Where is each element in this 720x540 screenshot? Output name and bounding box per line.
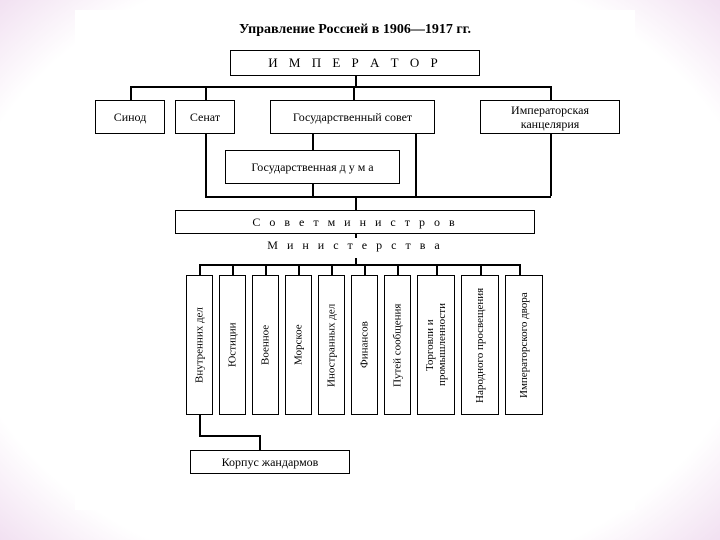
- connector: [353, 86, 355, 100]
- ministry-justice: Юстиции: [219, 275, 246, 415]
- connector: [436, 264, 438, 275]
- connector: [199, 264, 201, 275]
- connector: [415, 134, 417, 196]
- node-senate: Сенат: [175, 100, 235, 134]
- connector: [199, 435, 259, 437]
- node-synod: Синод: [95, 100, 165, 134]
- chart-title: Управление Россией в 1906—1917 гг.: [75, 22, 635, 38]
- connector: [199, 415, 201, 435]
- connector: [331, 264, 333, 275]
- connector: [205, 196, 551, 198]
- ministry-war: Военное: [252, 275, 279, 415]
- ministry-transport: Путей сообщения: [384, 275, 411, 415]
- connector: [130, 86, 550, 88]
- node-state-council: Государственный совет: [270, 100, 435, 134]
- connector: [550, 134, 552, 196]
- ministry-internal-affairs: Внутренних дел: [186, 275, 213, 415]
- connector: [550, 86, 552, 100]
- connector: [130, 86, 132, 100]
- connector: [205, 86, 207, 100]
- connector: [364, 264, 366, 275]
- node-state-duma: Государственная д у м а: [225, 150, 400, 184]
- connector: [355, 196, 357, 210]
- org-chart: Управление Россией в 1906—1917 гг. И М П…: [75, 10, 635, 510]
- connector: [312, 184, 314, 196]
- ministries-label: М и н и с т е р с т в а: [205, 238, 505, 258]
- ministry-finance: Финансов: [351, 275, 378, 415]
- ministry-education: Народного просвещения: [461, 275, 499, 415]
- ministry-navy: Морское: [285, 275, 312, 415]
- connector: [199, 264, 519, 266]
- connector: [397, 264, 399, 275]
- ministry-trade-industry: Торговли и промышленности: [417, 275, 455, 415]
- connector: [298, 264, 300, 275]
- node-gendarmes: Корпус жандармов: [190, 450, 350, 474]
- connector: [355, 76, 357, 86]
- connector: [205, 134, 207, 196]
- connector: [259, 435, 261, 450]
- ministry-imperial-court: Императорского двора: [505, 275, 543, 415]
- ministry-foreign-affairs: Иностранных дел: [318, 275, 345, 415]
- connector: [265, 264, 267, 275]
- connector: [232, 264, 234, 275]
- connector: [480, 264, 482, 275]
- node-emperor: И М П Е Р А Т О Р: [230, 50, 480, 76]
- connector: [312, 134, 314, 150]
- node-council-ministers: С о в е т м и н и с т р о в: [175, 210, 535, 234]
- connector: [355, 234, 357, 238]
- connector: [519, 264, 521, 275]
- node-imperial-chancellery: Императорская канцелярия: [480, 100, 620, 134]
